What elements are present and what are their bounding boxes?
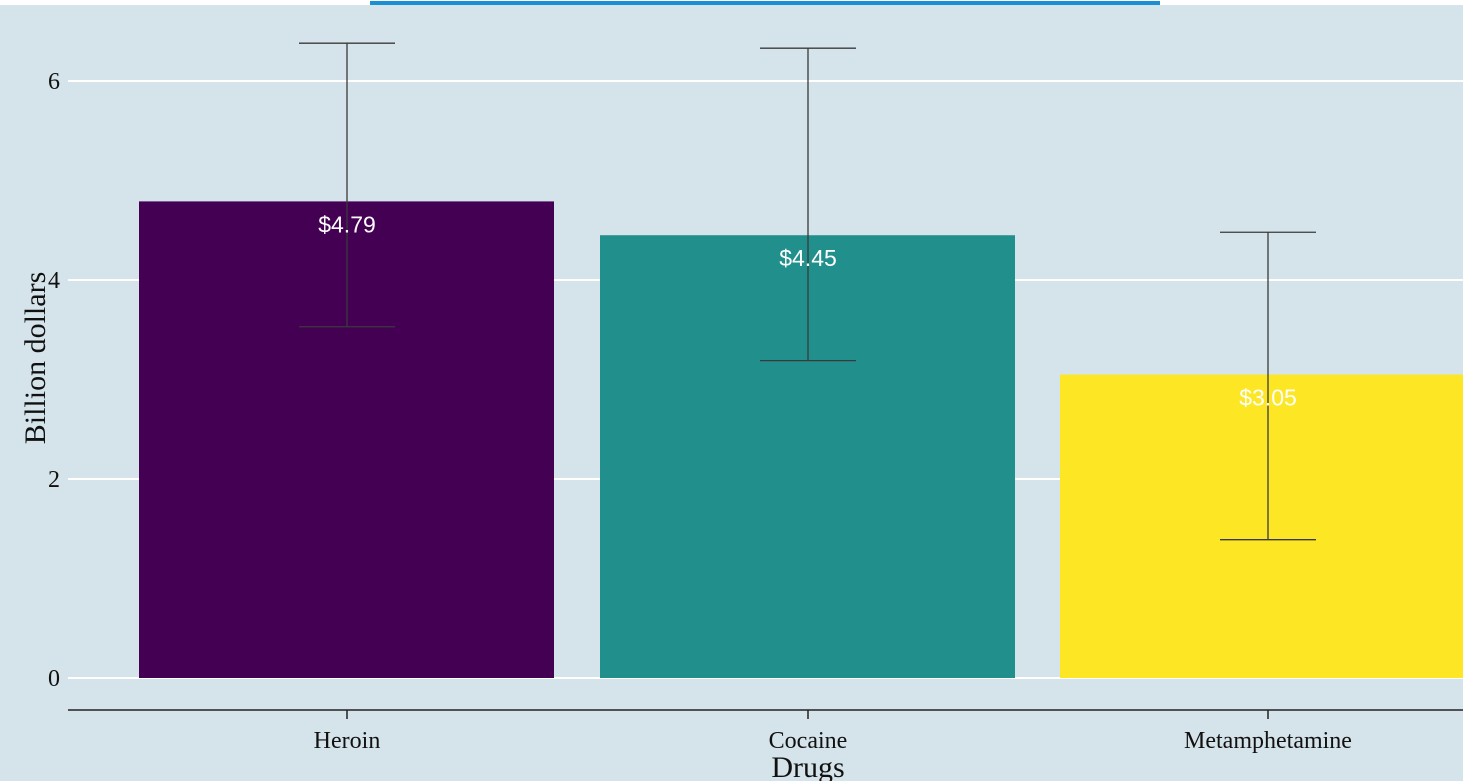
y-tick-label-4: 4 <box>48 268 60 294</box>
top-strip <box>0 0 1463 5</box>
data-label-heroin: $4.79 <box>318 211 376 237</box>
x-tick-label-heroin: Heroin <box>314 728 381 754</box>
bar-metamphetamine <box>1060 374 1463 678</box>
error-bar-heroin <box>299 42 395 328</box>
bar-chart: $4.79 $4.45 $3.05 0 2 4 6 Heroin Cocaine Metamph… <box>19 42 1463 781</box>
x-tick-label-cocaine: Cocaine <box>769 728 848 754</box>
x-axis-title: Drugs <box>771 751 844 781</box>
error-bar-metamphetamine <box>1220 231 1316 541</box>
header-link-fragment[interactable] <box>370 0 1160 5</box>
y-tick-label-2: 2 <box>48 467 60 493</box>
data-label-cocaine: $4.45 <box>779 245 837 271</box>
y-axis-title: Billion dollars <box>19 272 52 445</box>
x-tick-label-metamphetamine: Metamphetamine <box>1184 728 1352 754</box>
error-bar-cocaine <box>760 47 856 362</box>
plot-panel: $4.79 $4.45 $3.05 0 2 4 6 Heroin Cocaine Metamph… <box>0 5 1463 781</box>
y-tick-label-0: 0 <box>48 666 60 692</box>
y-tick-label-6: 6 <box>48 69 60 95</box>
data-label-metamphetamine: $3.05 <box>1239 385 1297 411</box>
